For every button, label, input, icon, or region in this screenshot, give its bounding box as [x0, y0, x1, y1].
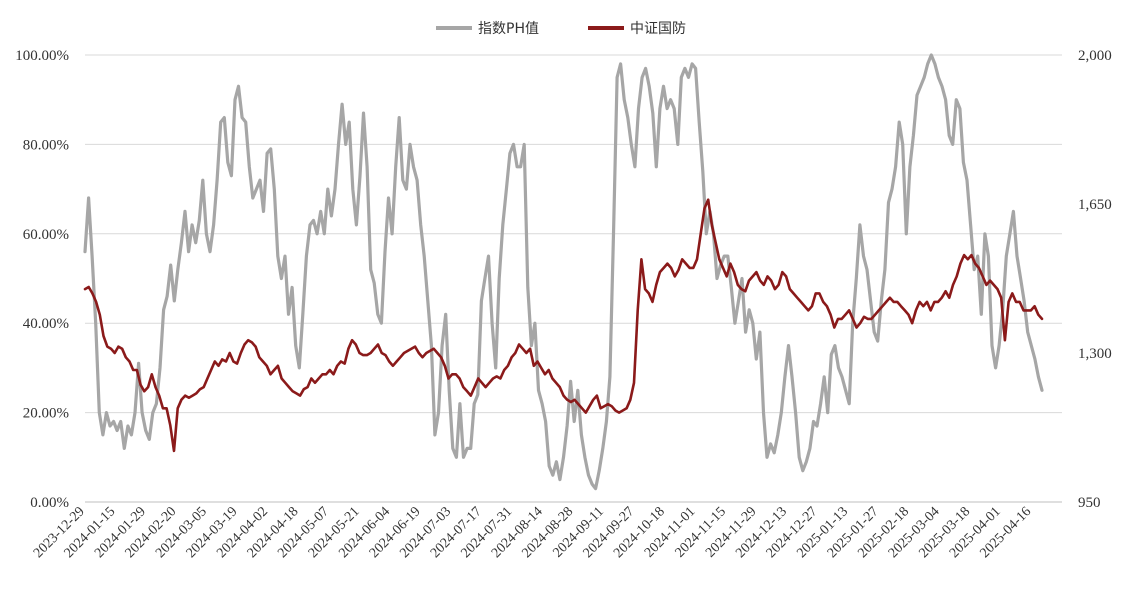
- x-axis: 2023-12-292024-01-152024-01-292024-02-20…: [31, 501, 1062, 561]
- right-tick-label: 950: [1078, 495, 1101, 511]
- left-tick-label: 100.00%: [15, 48, 69, 64]
- right-tick-label: 2,000: [1078, 48, 1112, 64]
- series-layer: [83, 53, 1044, 491]
- right-tick-label: 1,650: [1078, 197, 1112, 213]
- series-line-ph: [83, 53, 1044, 491]
- left-tick-label: 0.00%: [30, 495, 69, 511]
- right-tick-label: 1,300: [1078, 346, 1112, 362]
- legend-label-ph: 指数PH值: [478, 21, 539, 37]
- legend-label-defense: 中证国防: [630, 21, 686, 37]
- left-tick-label: 80.00%: [23, 137, 69, 153]
- right-y-axis: 950 1,300 1,650 2,000: [1078, 48, 1112, 511]
- left-tick-label: 60.00%: [23, 227, 69, 243]
- left-tick-label: 40.00%: [23, 316, 69, 332]
- legend: 指数PH值 中证国防: [436, 21, 686, 37]
- series-line-defense: [83, 198, 1044, 453]
- left-tick-label: 20.00%: [23, 406, 69, 422]
- left-y-axis: 0.00% 20.00% 40.00% 60.00% 80.00% 100.00%: [15, 48, 69, 511]
